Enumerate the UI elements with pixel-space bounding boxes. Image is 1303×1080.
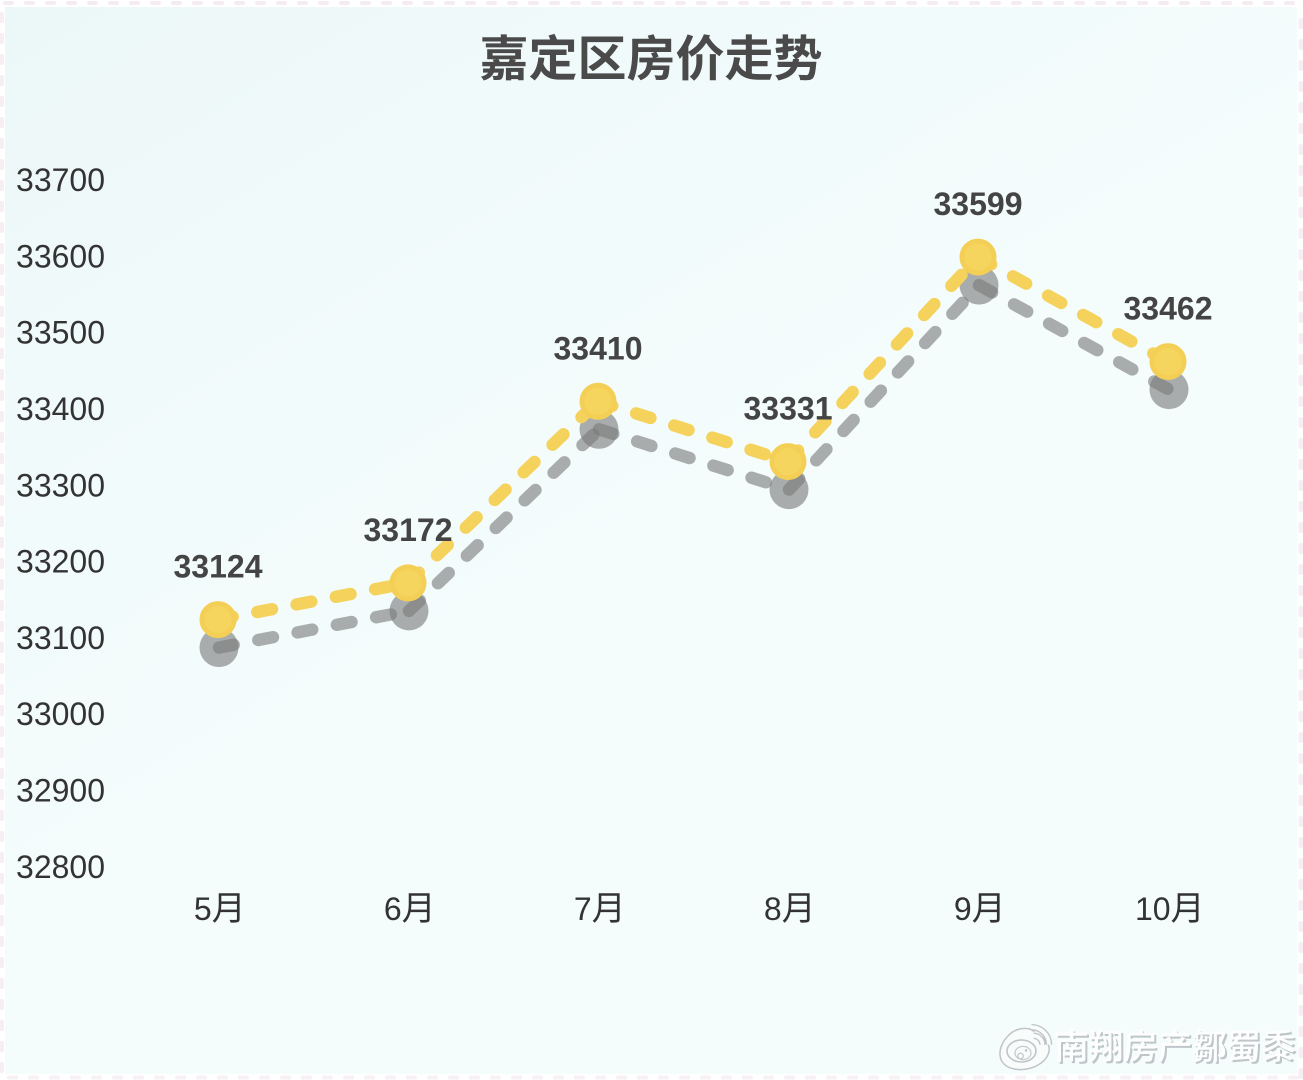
- svg-text:10: 10: [1135, 891, 1171, 927]
- svg-text:33500: 33500: [16, 315, 105, 351]
- svg-text:9: 9: [954, 891, 972, 927]
- svg-text:32800: 32800: [16, 849, 105, 885]
- svg-text:7: 7: [574, 891, 592, 927]
- svg-text:33124: 33124: [174, 549, 263, 585]
- svg-text:33331: 33331: [744, 391, 833, 427]
- svg-text:8: 8: [764, 891, 782, 927]
- svg-text:33300: 33300: [16, 467, 105, 503]
- svg-text:33462: 33462: [1124, 291, 1213, 327]
- svg-text:33000: 33000: [16, 696, 105, 732]
- svg-text:33200: 33200: [16, 544, 105, 580]
- svg-text:33599: 33599: [934, 186, 1023, 222]
- svg-text:33600: 33600: [16, 238, 105, 274]
- svg-text:33410: 33410: [554, 330, 643, 366]
- svg-text:33172: 33172: [364, 512, 453, 548]
- svg-text:33100: 33100: [16, 620, 105, 656]
- svg-text:33700: 33700: [16, 162, 105, 198]
- svg-text:6: 6: [384, 891, 402, 927]
- svg-text:5: 5: [194, 891, 212, 927]
- svg-text:32900: 32900: [16, 773, 105, 809]
- svg-text:33400: 33400: [16, 391, 105, 427]
